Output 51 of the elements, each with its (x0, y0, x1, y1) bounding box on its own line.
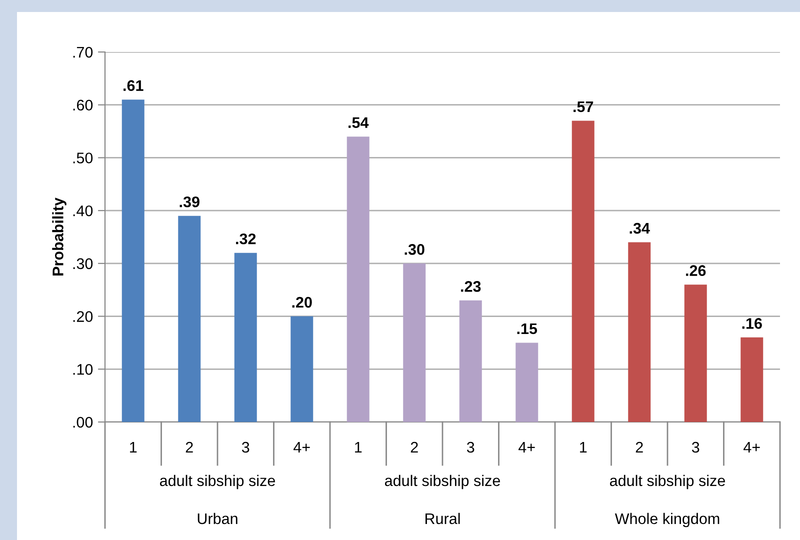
data-label: .15 (517, 323, 538, 334)
x-tick-label: 1 (130, 442, 137, 453)
data-label: .20 (292, 296, 312, 308)
text: Whole kingdom (614, 512, 720, 528)
x-tick-label: 3 (466, 442, 474, 453)
y-axis-title: Probability (52, 198, 66, 276)
y-tick-label: .60 (73, 100, 93, 111)
y-tick-label: .50 (73, 152, 93, 164)
x-tick-label: 2 (636, 442, 643, 453)
x-tick-label: 4+ (294, 442, 310, 453)
bar (234, 252, 257, 422)
bar (628, 242, 651, 422)
text: adult sibship size (160, 474, 275, 490)
text: Urban (198, 512, 238, 524)
bar (122, 100, 144, 422)
x-tick-label: 2 (186, 442, 193, 453)
y-tick-label: .10 (73, 364, 93, 375)
data-label: .32 (236, 233, 256, 244)
x-tick-label: 2 (410, 442, 418, 453)
data-label: .39 (180, 196, 200, 208)
bar (346, 136, 370, 422)
data-label: .16 (742, 318, 762, 329)
data-label: .34 (630, 222, 650, 234)
bar (516, 342, 538, 422)
y-tick-label: .70 (73, 46, 93, 58)
x-tick-label: 4+ (518, 442, 535, 453)
bar (684, 284, 707, 422)
x-tick-label: 1 (580, 442, 587, 453)
text: adult sibship size (384, 474, 500, 490)
bar (178, 216, 201, 422)
y-tick-label: .00 (73, 416, 93, 428)
bar (572, 120, 594, 422)
y-tick-label: .30 (73, 258, 93, 270)
data-label: .54 (348, 117, 369, 128)
x-tick-label: 4+ (744, 442, 760, 453)
data-label: .61 (124, 80, 144, 91)
y-tick-label: .20 (73, 311, 93, 322)
y-tick-label: .40 (73, 205, 93, 216)
text: adult sibship size (610, 474, 725, 490)
text: Rural (426, 512, 460, 524)
data-label: .57 (574, 101, 594, 112)
data-label: .23 (461, 281, 481, 292)
bar (290, 316, 314, 422)
bar (459, 300, 482, 422)
data-label: .26 (686, 265, 706, 276)
bar (403, 263, 426, 422)
x-tick-label: 3 (692, 442, 700, 453)
x-tick-label: 3 (242, 442, 250, 453)
data-label: .30 (404, 244, 424, 255)
bar (740, 337, 764, 422)
x-tick-label: 1 (355, 442, 362, 453)
